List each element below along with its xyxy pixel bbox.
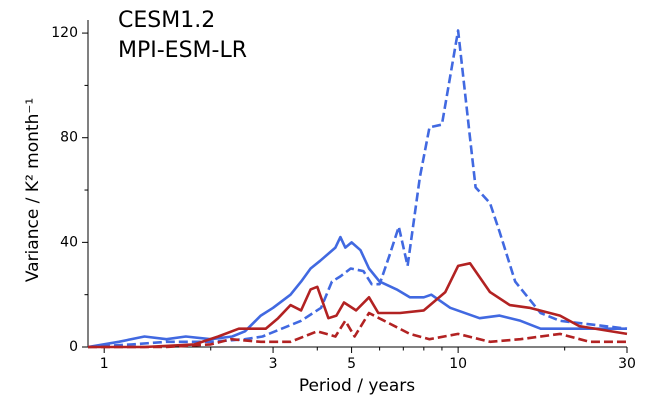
- series-line: [87, 29, 628, 349]
- x-tick-label: 10: [449, 356, 467, 372]
- y-tick-label: 80: [60, 130, 78, 146]
- series-line: [88, 311, 627, 349]
- series-line: [88, 262, 628, 349]
- x-tick-label: 1: [100, 356, 109, 372]
- x-tick-label: 3: [269, 356, 278, 372]
- legend-label: CESM1.2: [118, 8, 215, 33]
- x-tick-label: 30: [618, 356, 636, 372]
- y-axis-label: Variance / K² month⁻¹: [23, 98, 43, 282]
- x-tick-label: 5: [347, 356, 356, 372]
- y-tick-label: 120: [51, 25, 78, 41]
- x-axis-label: Period / years: [299, 376, 415, 396]
- y-tick-label: 0: [69, 339, 78, 355]
- legend-label: MPI-ESM-LR: [118, 38, 247, 63]
- y-tick-label: 40: [60, 234, 78, 250]
